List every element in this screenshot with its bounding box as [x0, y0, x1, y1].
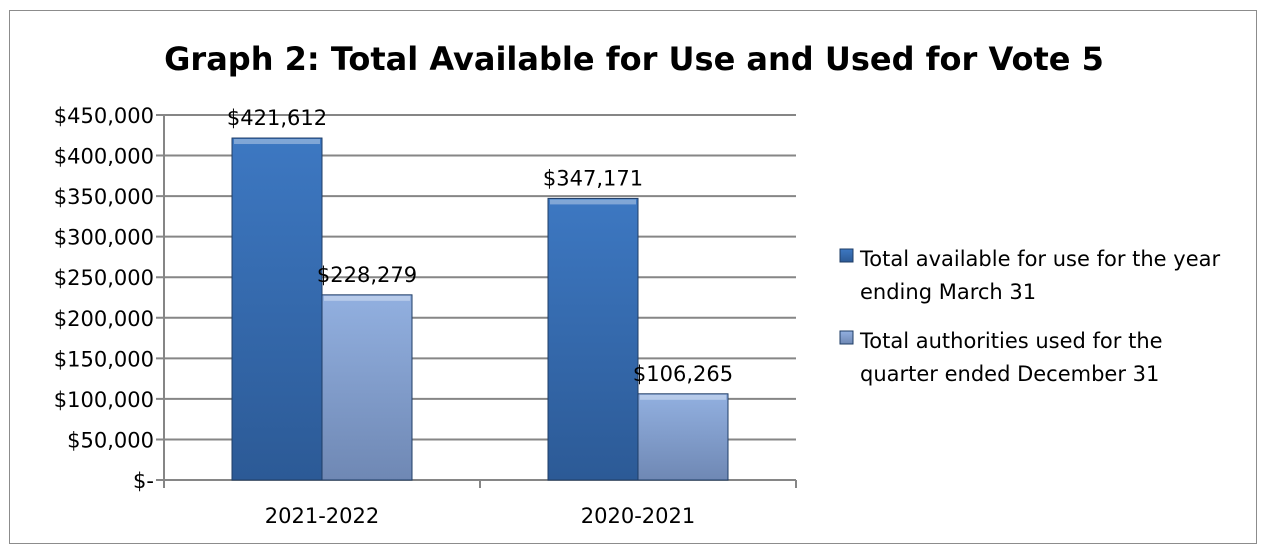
y-tick-label: $250,000 [54, 266, 154, 290]
data-label: $347,171 [543, 166, 643, 190]
x-tick-label: 2021-2022 [265, 504, 379, 528]
y-tick-label: $350,000 [54, 185, 154, 209]
bar-bevel [324, 295, 410, 301]
bar-bevel [550, 199, 636, 205]
data-label: $421,612 [227, 106, 327, 130]
bar [321, 294, 413, 481]
bar [637, 393, 729, 481]
legend-label: Total available for use for the year [859, 247, 1220, 271]
y-tick-label: $150,000 [54, 347, 154, 371]
y-tick-label: $50,000 [67, 428, 154, 452]
bar-bevel [234, 139, 320, 145]
legend-label: Total authorities used for the [859, 329, 1163, 353]
legend-swatch [839, 248, 854, 263]
data-label: $228,279 [317, 263, 417, 287]
bar [547, 197, 639, 481]
y-tick-label: $400,000 [54, 145, 154, 169]
x-tick-label: 2020-2021 [581, 504, 695, 528]
y-tick-label: $100,000 [54, 388, 154, 412]
bar-bevel [640, 394, 726, 400]
legend-label: ending March 31 [860, 280, 1036, 304]
y-tick-label: $450,000 [54, 104, 154, 128]
y-tick-label: $300,000 [54, 226, 154, 250]
chart-title: Graph 2: Total Available for Use and Use… [164, 40, 1104, 78]
legend-swatch [839, 330, 854, 345]
y-tick-label: $- [133, 469, 154, 493]
legend-label: quarter ended December 31 [860, 362, 1159, 386]
bar [231, 137, 323, 481]
chart-frame [9, 10, 1257, 544]
data-label: $106,265 [633, 362, 733, 386]
y-tick-label: $200,000 [54, 307, 154, 331]
